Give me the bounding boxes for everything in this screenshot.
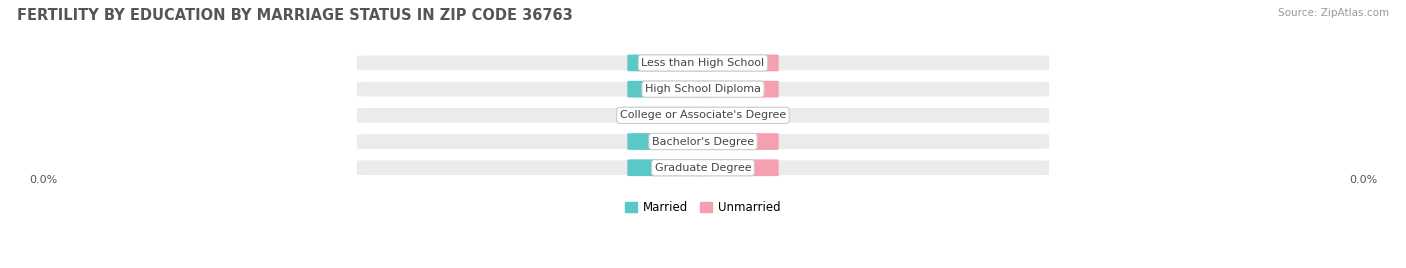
Text: High School Diploma: High School Diploma (645, 84, 761, 94)
FancyBboxPatch shape (627, 159, 710, 176)
Text: 0.0%: 0.0% (723, 58, 752, 68)
FancyBboxPatch shape (627, 55, 710, 71)
FancyBboxPatch shape (356, 159, 1050, 177)
Text: Less than High School: Less than High School (641, 58, 765, 68)
Text: College or Associate's Degree: College or Associate's Degree (620, 110, 786, 120)
Legend: Married, Unmarried: Married, Unmarried (620, 196, 786, 219)
Text: Graduate Degree: Graduate Degree (655, 163, 751, 173)
FancyBboxPatch shape (696, 107, 779, 124)
Text: 0.0%: 0.0% (654, 163, 683, 173)
FancyBboxPatch shape (696, 81, 779, 98)
FancyBboxPatch shape (696, 55, 779, 71)
Text: 0.0%: 0.0% (28, 174, 58, 185)
Text: 0.0%: 0.0% (654, 84, 683, 94)
Text: 0.0%: 0.0% (723, 163, 752, 173)
Text: 0.0%: 0.0% (654, 58, 683, 68)
Text: 0.0%: 0.0% (723, 136, 752, 147)
FancyBboxPatch shape (356, 133, 1050, 150)
Text: 0.0%: 0.0% (723, 84, 752, 94)
FancyBboxPatch shape (356, 107, 1050, 124)
Text: 0.0%: 0.0% (723, 110, 752, 120)
Text: FERTILITY BY EDUCATION BY MARRIAGE STATUS IN ZIP CODE 36763: FERTILITY BY EDUCATION BY MARRIAGE STATU… (17, 8, 572, 23)
FancyBboxPatch shape (627, 133, 710, 150)
Text: Source: ZipAtlas.com: Source: ZipAtlas.com (1278, 8, 1389, 18)
FancyBboxPatch shape (356, 80, 1050, 98)
FancyBboxPatch shape (627, 107, 710, 124)
FancyBboxPatch shape (696, 133, 779, 150)
Text: Bachelor's Degree: Bachelor's Degree (652, 136, 754, 147)
FancyBboxPatch shape (627, 81, 710, 98)
Text: 0.0%: 0.0% (654, 136, 683, 147)
FancyBboxPatch shape (696, 159, 779, 176)
Text: 0.0%: 0.0% (1348, 174, 1378, 185)
FancyBboxPatch shape (356, 54, 1050, 72)
Text: 0.0%: 0.0% (654, 110, 683, 120)
